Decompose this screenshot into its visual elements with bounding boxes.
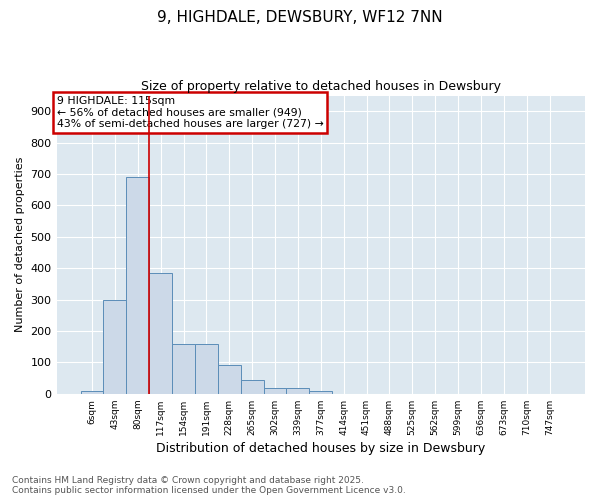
Bar <box>103 300 127 394</box>
X-axis label: Distribution of detached houses by size in Dewsbury: Distribution of detached houses by size … <box>156 442 485 455</box>
Bar <box>310 390 332 394</box>
Bar <box>263 388 286 394</box>
Text: Contains HM Land Registry data © Crown copyright and database right 2025.
Contai: Contains HM Land Registry data © Crown c… <box>12 476 406 495</box>
Bar <box>286 388 310 394</box>
Title: Size of property relative to detached houses in Dewsbury: Size of property relative to detached ho… <box>141 80 501 93</box>
Bar <box>149 273 172 394</box>
Bar <box>80 390 103 394</box>
Text: 9 HIGHDALE: 115sqm
← 56% of detached houses are smaller (949)
43% of semi-detach: 9 HIGHDALE: 115sqm ← 56% of detached hou… <box>56 96 323 129</box>
Bar <box>241 380 263 394</box>
Bar <box>172 344 195 394</box>
Bar <box>218 365 241 394</box>
Bar <box>127 177 149 394</box>
Y-axis label: Number of detached properties: Number of detached properties <box>15 157 25 332</box>
Text: 9, HIGHDALE, DEWSBURY, WF12 7NN: 9, HIGHDALE, DEWSBURY, WF12 7NN <box>157 10 443 25</box>
Bar <box>195 344 218 394</box>
